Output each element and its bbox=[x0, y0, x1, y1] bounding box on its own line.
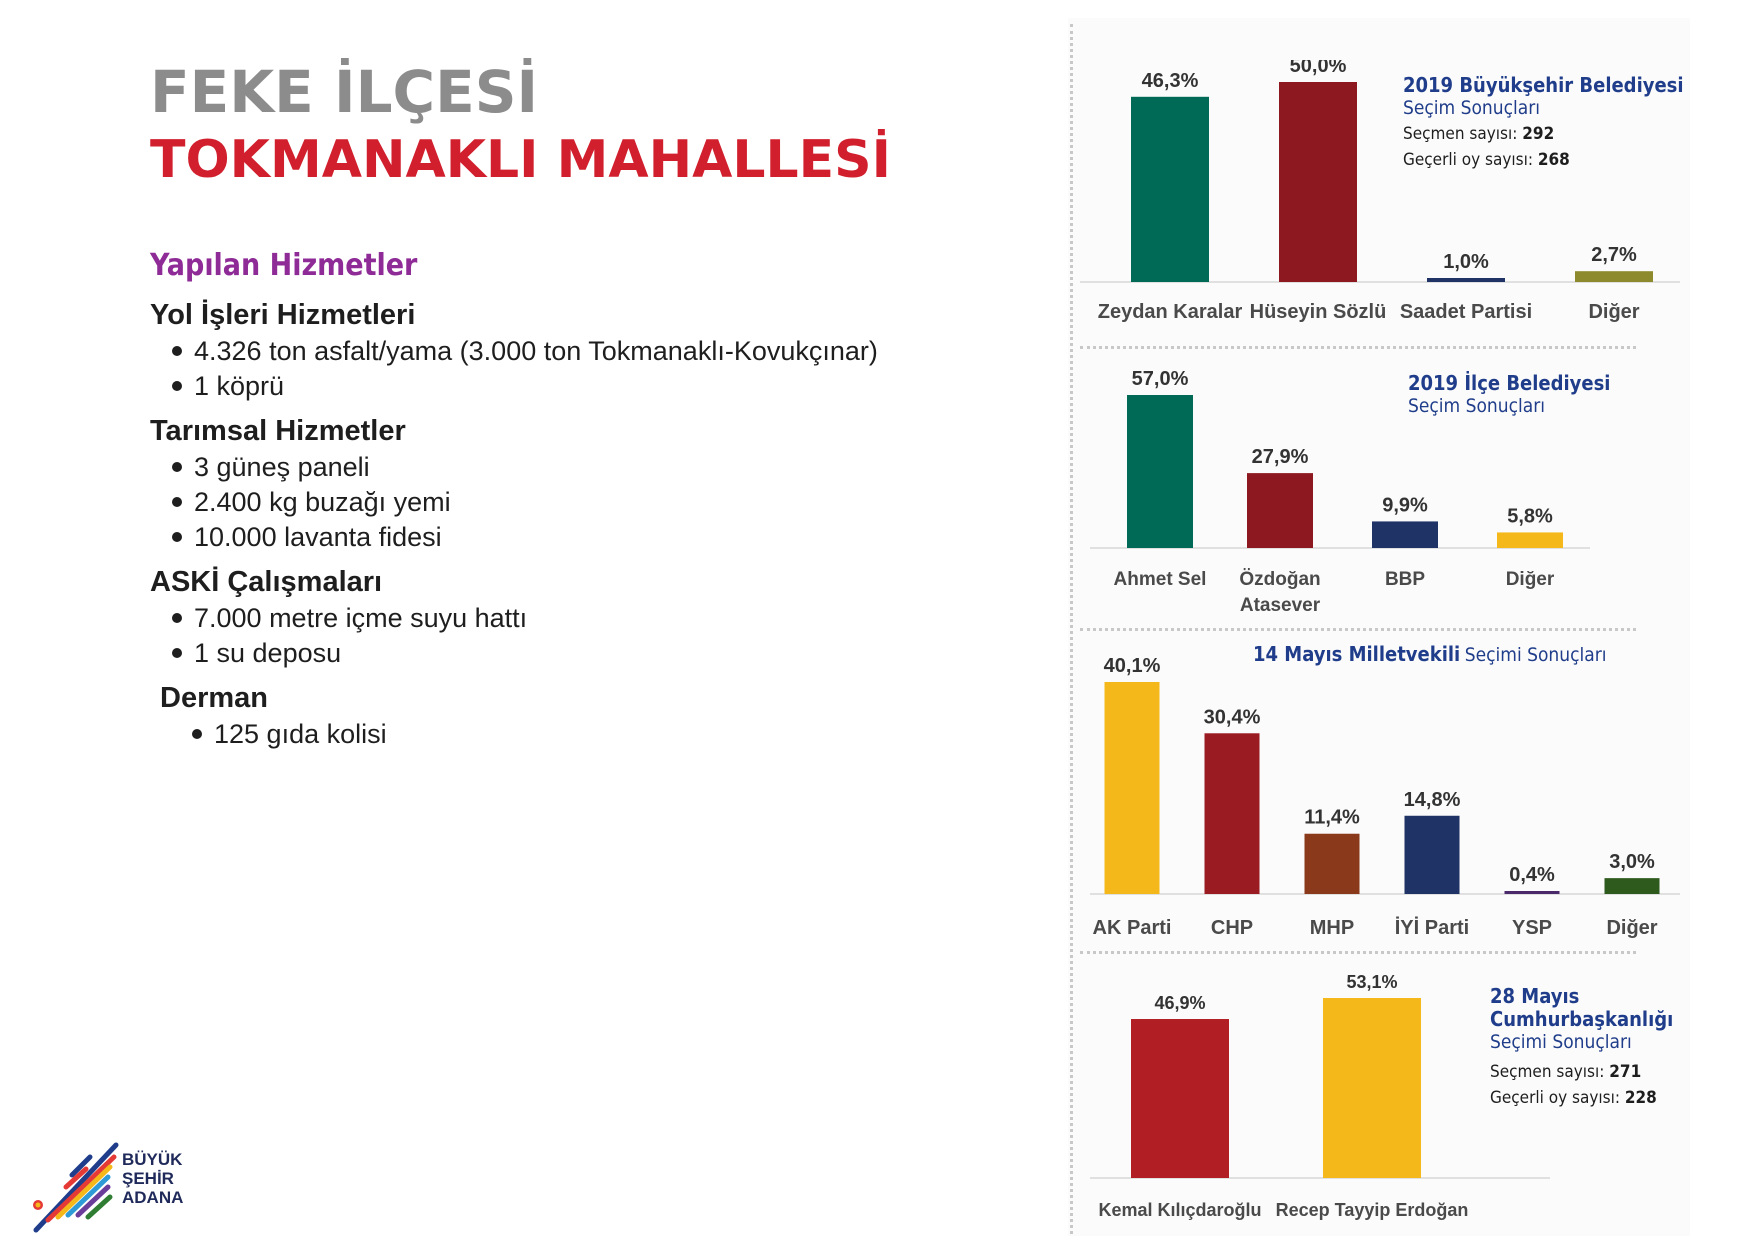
bullet-icon bbox=[172, 345, 182, 356]
data-label: 9,9% bbox=[1382, 494, 1428, 516]
service-item: 2.400 kg buzağı yemi bbox=[150, 485, 970, 520]
data-label: 11,4% bbox=[1304, 807, 1360, 829]
bar bbox=[1497, 532, 1563, 548]
category-label: Recep Tayyip Erdoğan bbox=[1276, 1200, 1469, 1220]
data-label: 46,9% bbox=[1154, 993, 1205, 1013]
bullet-icon bbox=[172, 612, 182, 623]
data-label: 46,3% bbox=[1142, 70, 1199, 92]
neighborhood-title: TOKMANAKLI MAHALLESİ bbox=[150, 130, 891, 190]
service-item: 4.326 ton asfalt/yama (3.000 ton Tokmana… bbox=[150, 334, 970, 369]
category-label: Saadet Partisi bbox=[1400, 301, 1532, 323]
data-label: 5,8% bbox=[1507, 505, 1553, 527]
service-group-title: Derman bbox=[160, 682, 268, 714]
category-label: BBP bbox=[1385, 569, 1425, 590]
data-label: 27,9% bbox=[1252, 446, 1309, 468]
service-item: 10.000 lavanta fidesi bbox=[150, 520, 970, 555]
data-label: 30,4% bbox=[1204, 706, 1261, 728]
bullet-icon bbox=[172, 531, 182, 542]
data-label: 57,0% bbox=[1132, 368, 1189, 390]
category-label: Zeydan Karalar bbox=[1098, 301, 1243, 323]
data-label: 1,0% bbox=[1443, 251, 1489, 273]
section-separator bbox=[1080, 951, 1636, 954]
services-heading: Yapılan Hizmetler bbox=[150, 248, 418, 283]
chart1-info: 2019 Büyükşehir Belediyesi Seçim Sonuçla… bbox=[1403, 73, 1684, 171]
category-label: Özdoğan bbox=[1239, 569, 1320, 590]
service-item: 3 güneş paneli bbox=[150, 450, 970, 485]
bar bbox=[1404, 815, 1460, 894]
district-title: FEKE İLÇESİ bbox=[150, 58, 539, 126]
panel-divider bbox=[1070, 24, 1073, 1234]
category-label: Diğer bbox=[1588, 301, 1639, 323]
service-group-agriculture: Tarımsal Hizmetler 3 güneş paneli 2.400 … bbox=[150, 412, 970, 555]
chart-2023-presidential: 46,9% Kemal Kılıçdaroğlu 53,1% Recep Tayyip… bbox=[1090, 972, 1550, 1220]
bar bbox=[1279, 82, 1357, 282]
data-label: 40,1% bbox=[1104, 655, 1161, 677]
category-label: İYİ Parti bbox=[1395, 916, 1469, 939]
bar bbox=[1504, 891, 1560, 894]
chart-2023-parliament: 40,1% AK Parti 30,4% CHP 11,4% MHP 14,8% İYİ Pa… bbox=[1090, 655, 1680, 939]
service-group-roads: Yol İşleri Hizmetleri 4.326 ton asfalt/y… bbox=[150, 296, 970, 404]
bar bbox=[1575, 271, 1653, 282]
bullet-icon bbox=[172, 496, 182, 507]
bar bbox=[1104, 682, 1160, 894]
buyuksehir-adana-logo bbox=[33, 1142, 119, 1233]
bullet-icon bbox=[172, 647, 182, 658]
category-label: CHP bbox=[1211, 917, 1253, 939]
data-label: 0,4% bbox=[1509, 864, 1555, 886]
service-group-derman: Derman 125 gıda kolisi bbox=[150, 679, 970, 752]
bar bbox=[1427, 278, 1505, 282]
bar bbox=[1304, 833, 1360, 894]
category-label: YSP bbox=[1512, 917, 1552, 939]
chart4-info: 28 Mayıs Cumhurbaşkanlığı Seçimi Sonuçla… bbox=[1490, 984, 1674, 1109]
service-item: 125 gıda kolisi bbox=[160, 717, 970, 752]
bar bbox=[1131, 1019, 1229, 1178]
bar bbox=[1204, 733, 1260, 894]
bullet-icon bbox=[172, 380, 182, 391]
service-group-title: Yol İşleri Hizmetleri bbox=[150, 299, 416, 331]
logo-text: BÜYÜK ŞEHİR ADANA bbox=[122, 1150, 184, 1207]
category-label: Atasever bbox=[1240, 595, 1321, 616]
bar bbox=[1131, 96, 1209, 282]
service-group-aski: ASKİ Çalışmaları 7.000 metre içme suyu h… bbox=[150, 563, 970, 671]
category-label: Hüseyin Sözlü bbox=[1250, 301, 1387, 323]
bullet-icon bbox=[192, 728, 202, 739]
data-label: 53,1% bbox=[1346, 972, 1397, 992]
bullet-icon bbox=[172, 461, 182, 472]
service-group-title: ASKİ Çalışmaları bbox=[150, 566, 383, 598]
chart-2019-metropolitan: 46,3% Zeydan Karalar 50,0% Hüseyin Sözlü 1,0… bbox=[1080, 60, 1680, 323]
category-label: Diğer bbox=[1506, 569, 1555, 590]
category-label: Ahmet Sel bbox=[1114, 569, 1207, 590]
bar bbox=[1127, 395, 1193, 548]
bar bbox=[1323, 998, 1421, 1178]
service-item: 1 su deposu bbox=[150, 636, 970, 671]
bar bbox=[1372, 521, 1438, 548]
data-label: 50,0% bbox=[1290, 60, 1347, 77]
service-group-title: Tarımsal Hizmetler bbox=[150, 415, 406, 447]
bar bbox=[1247, 473, 1313, 548]
category-label: AK Parti bbox=[1093, 917, 1172, 939]
data-label: 14,8% bbox=[1404, 789, 1461, 811]
section-separator bbox=[1080, 628, 1636, 631]
data-label: 3,0% bbox=[1609, 851, 1655, 873]
services-list: Yol İşleri Hizmetleri 4.326 ton asfalt/y… bbox=[150, 296, 970, 760]
bar bbox=[1604, 878, 1660, 894]
section-separator bbox=[1080, 346, 1636, 349]
category-label: Kemal Kılıçdaroğlu bbox=[1098, 1200, 1261, 1220]
chart-2019-district: 57,0% Ahmet Sel 27,9% Özdoğan Atasever 9,9% BB… bbox=[1090, 368, 1590, 616]
category-label: MHP bbox=[1310, 917, 1354, 939]
chart3-info: 14 Mayıs Milletvekili Seçimi Sonuçları bbox=[1253, 642, 1607, 667]
service-item: 1 köprü bbox=[150, 369, 970, 404]
data-label: 2,7% bbox=[1591, 244, 1637, 266]
service-item: 7.000 metre içme suyu hattı bbox=[150, 601, 970, 636]
chart2-info: 2019 İlçe Belediyesi Seçim Sonuçları bbox=[1408, 371, 1611, 418]
category-label: Diğer bbox=[1606, 917, 1657, 939]
